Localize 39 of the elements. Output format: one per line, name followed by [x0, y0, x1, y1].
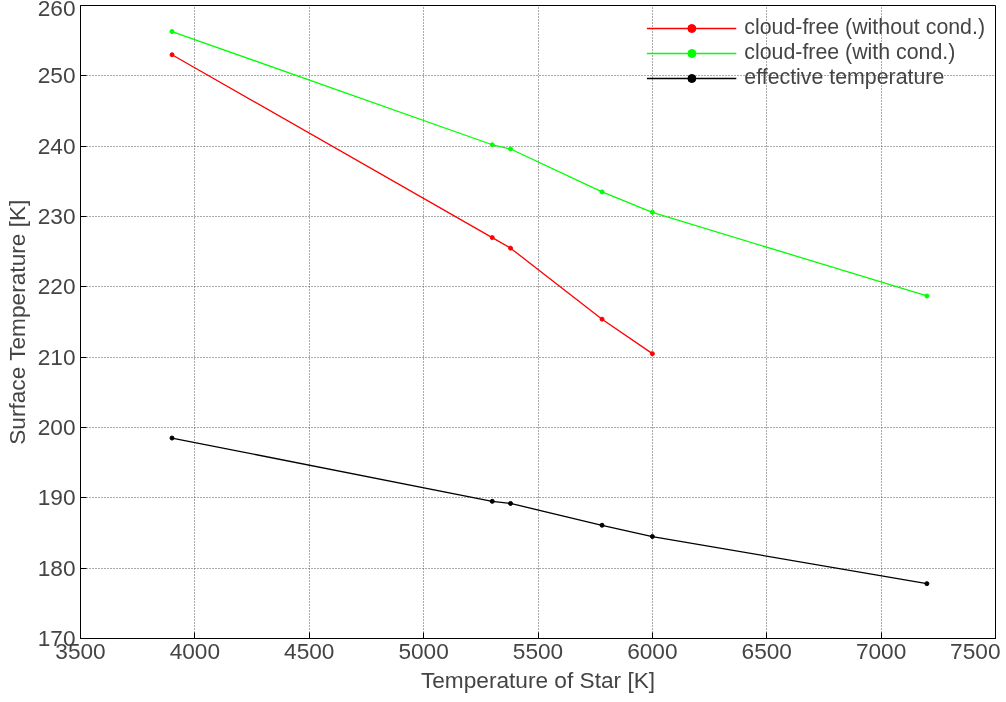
- x-axis-title: Temperature of Star [K]: [420, 666, 656, 693]
- y-tick-label: 210: [37, 343, 76, 370]
- point: [169, 435, 175, 441]
- x-tick-label: 6000: [627, 637, 678, 664]
- point: [599, 522, 605, 528]
- point: [508, 500, 514, 506]
- point: [489, 498, 495, 504]
- x-tick-label: 7500: [950, 637, 1001, 664]
- x-tick-label: 6500: [741, 637, 792, 664]
- y-tick-label: 180: [37, 554, 76, 581]
- x-tick-label: 4500: [284, 637, 335, 664]
- y-tick-label: 220: [37, 273, 76, 300]
- point: [649, 534, 655, 540]
- y-tick-label: 250: [37, 62, 76, 89]
- x-tick-label: 7000: [855, 637, 907, 664]
- x-tick-label: 5500: [512, 637, 564, 664]
- y-tick-label: 190: [37, 484, 76, 511]
- point: [169, 52, 175, 58]
- point: [599, 189, 605, 195]
- legend-label: effective temperature: [744, 65, 945, 90]
- y-tick-label: 240: [37, 132, 76, 159]
- point: [489, 235, 495, 241]
- legend-label: cloud-free (with cond.): [744, 40, 956, 65]
- point: [508, 245, 514, 251]
- point: [924, 293, 930, 299]
- point: [924, 581, 930, 587]
- point: [169, 29, 175, 35]
- y-tick-label: 200: [37, 414, 76, 440]
- point: [489, 142, 495, 148]
- point: [649, 351, 655, 357]
- point: [599, 316, 605, 322]
- x-tick-label: 4000: [169, 637, 221, 664]
- point: [649, 209, 655, 215]
- y-tick-label: 230: [37, 203, 76, 229]
- y-axis-title: Surface Temperature [K]: [3, 199, 30, 445]
- point: [508, 146, 514, 152]
- legend-label: cloud-free (without cond.): [744, 15, 985, 40]
- x-tick-label: 5000: [398, 637, 449, 664]
- y-tick-label: 260: [37, 0, 76, 21]
